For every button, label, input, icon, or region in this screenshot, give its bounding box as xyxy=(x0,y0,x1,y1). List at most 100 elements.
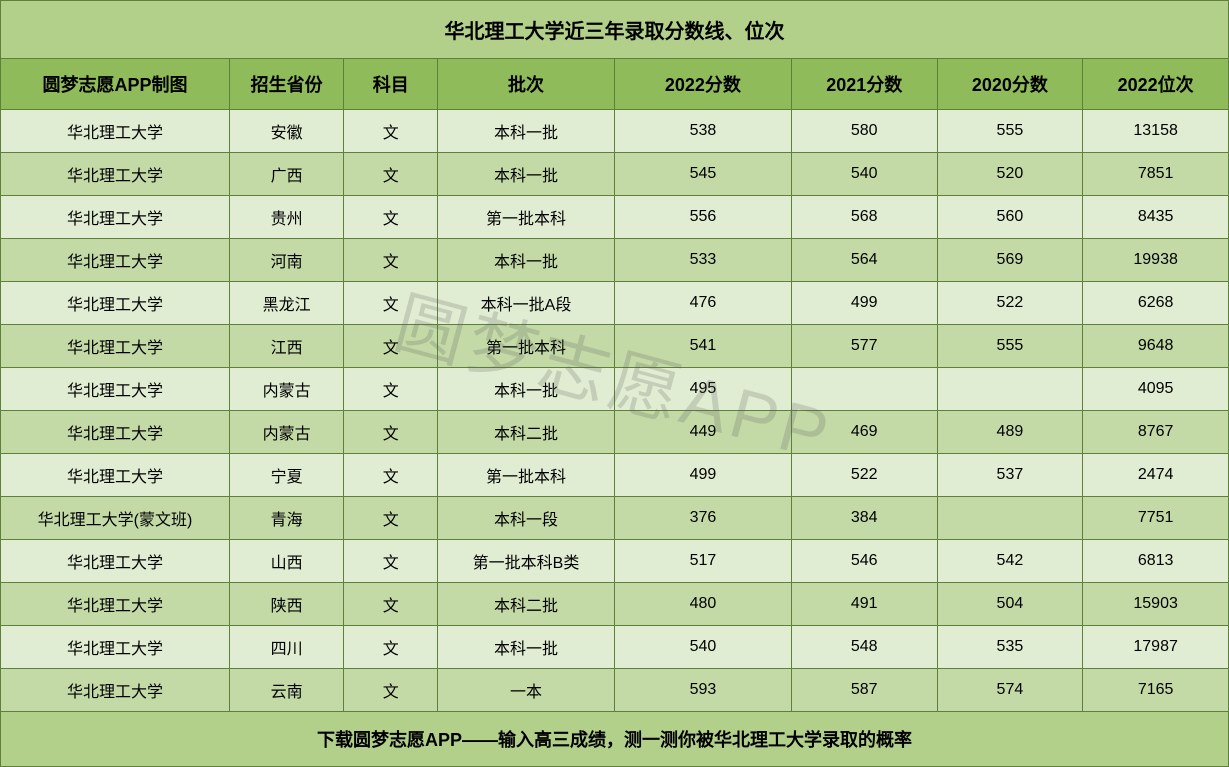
table-cell: 第一批本科 xyxy=(438,196,615,239)
table-cell: 华北理工大学(蒙文班) xyxy=(1,497,230,540)
table-cell: 476 xyxy=(614,282,791,325)
table-cell: 第一批本科B类 xyxy=(438,540,615,583)
table-cell: 文 xyxy=(344,540,438,583)
table-cell: 555 xyxy=(937,110,1083,153)
table-cell: 安徽 xyxy=(229,110,343,153)
table-cell: 青海 xyxy=(229,497,343,540)
table-row: 华北理工大学四川文本科一批54054853517987 xyxy=(1,626,1229,669)
table-cell: 江西 xyxy=(229,325,343,368)
table-cell: 9648 xyxy=(1083,325,1229,368)
table-cell: 文 xyxy=(344,282,438,325)
table-cell: 13158 xyxy=(1083,110,1229,153)
table-body: 华北理工大学安徽文本科一批53858055513158华北理工大学广西文本科一批… xyxy=(1,110,1229,712)
table-row: 华北理工大学云南文一本5935875747165 xyxy=(1,669,1229,712)
table-cell: 587 xyxy=(791,669,937,712)
table-cell: 491 xyxy=(791,583,937,626)
table-cell: 376 xyxy=(614,497,791,540)
table-cell: 本科一段 xyxy=(438,497,615,540)
table-row: 华北理工大学陕西文本科二批48049150415903 xyxy=(1,583,1229,626)
table-cell: 593 xyxy=(614,669,791,712)
table-cell: 华北理工大学 xyxy=(1,153,230,196)
table-cell: 华北理工大学 xyxy=(1,239,230,282)
column-header: 批次 xyxy=(438,59,615,110)
table-cell: 8767 xyxy=(1083,411,1229,454)
table-cell: 7751 xyxy=(1083,497,1229,540)
table-cell: 499 xyxy=(614,454,791,497)
table-cell: 山西 xyxy=(229,540,343,583)
table-cell: 540 xyxy=(614,626,791,669)
table-cell: 黑龙江 xyxy=(229,282,343,325)
table-cell: 19938 xyxy=(1083,239,1229,282)
table-cell: 华北理工大学 xyxy=(1,626,230,669)
column-header: 2021分数 xyxy=(791,59,937,110)
table-row: 华北理工大学贵州文第一批本科5565685608435 xyxy=(1,196,1229,239)
table-cell: 7851 xyxy=(1083,153,1229,196)
table-cell: 华北理工大学 xyxy=(1,196,230,239)
table-cell: 504 xyxy=(937,583,1083,626)
table-cell: 568 xyxy=(791,196,937,239)
table-cell: 522 xyxy=(791,454,937,497)
table-cell: 华北理工大学 xyxy=(1,282,230,325)
table-cell: 文 xyxy=(344,196,438,239)
table-cell: 580 xyxy=(791,110,937,153)
table-cell xyxy=(937,368,1083,411)
table-cell: 17987 xyxy=(1083,626,1229,669)
table-cell: 文 xyxy=(344,368,438,411)
table-cell: 内蒙古 xyxy=(229,411,343,454)
table-cell: 本科一批 xyxy=(438,239,615,282)
table-cell: 8435 xyxy=(1083,196,1229,239)
table-cell: 本科二批 xyxy=(438,583,615,626)
table-cell: 文 xyxy=(344,583,438,626)
table-cell: 495 xyxy=(614,368,791,411)
admission-table-container: 华北理工大学近三年录取分数线、位次 圆梦志愿APP制图招生省份科目批次2022分… xyxy=(0,0,1229,767)
table-cell: 6813 xyxy=(1083,540,1229,583)
table-cell: 560 xyxy=(937,196,1083,239)
table-cell: 本科一批 xyxy=(438,368,615,411)
table-cell: 内蒙古 xyxy=(229,368,343,411)
table-cell: 文 xyxy=(344,626,438,669)
table-row: 华北理工大学宁夏文第一批本科4995225372474 xyxy=(1,454,1229,497)
table-row: 华北理工大学内蒙古文本科一批4954095 xyxy=(1,368,1229,411)
table-row: 华北理工大学安徽文本科一批53858055513158 xyxy=(1,110,1229,153)
table-cell: 522 xyxy=(937,282,1083,325)
table-cell: 本科二批 xyxy=(438,411,615,454)
table-cell: 7165 xyxy=(1083,669,1229,712)
table-cell: 548 xyxy=(791,626,937,669)
table-row: 华北理工大学(蒙文班)青海文本科一段376384 7751 xyxy=(1,497,1229,540)
table-cell: 四川 xyxy=(229,626,343,669)
column-header: 招生省份 xyxy=(229,59,343,110)
table-cell: 384 xyxy=(791,497,937,540)
table-cell: 449 xyxy=(614,411,791,454)
table-row: 华北理工大学山西文第一批本科B类5175465426813 xyxy=(1,540,1229,583)
table-cell: 文 xyxy=(344,497,438,540)
table-cell: 文 xyxy=(344,153,438,196)
table-footer: 下载圆梦志愿APP——输入高三成绩，测一测你被华北理工大学录取的概率 xyxy=(1,712,1229,767)
table-cell: 华北理工大学 xyxy=(1,583,230,626)
table-cell: 华北理工大学 xyxy=(1,540,230,583)
table-cell: 河南 xyxy=(229,239,343,282)
table-cell: 533 xyxy=(614,239,791,282)
table-cell: 文 xyxy=(344,669,438,712)
title-row: 华北理工大学近三年录取分数线、位次 xyxy=(1,1,1229,59)
table-cell: 华北理工大学 xyxy=(1,325,230,368)
table-cell: 15903 xyxy=(1083,583,1229,626)
table-cell: 469 xyxy=(791,411,937,454)
table-cell: 本科一批A段 xyxy=(438,282,615,325)
table-cell: 宁夏 xyxy=(229,454,343,497)
table-cell: 华北理工大学 xyxy=(1,110,230,153)
table-cell: 文 xyxy=(344,325,438,368)
table-cell: 本科一批 xyxy=(438,110,615,153)
table-cell: 555 xyxy=(937,325,1083,368)
table-cell: 517 xyxy=(614,540,791,583)
table-cell: 贵州 xyxy=(229,196,343,239)
table-cell: 489 xyxy=(937,411,1083,454)
table-cell: 4095 xyxy=(1083,368,1229,411)
table-row: 华北理工大学江西文第一批本科5415775559648 xyxy=(1,325,1229,368)
table-cell: 华北理工大学 xyxy=(1,411,230,454)
table-cell: 第一批本科 xyxy=(438,454,615,497)
table-cell: 546 xyxy=(791,540,937,583)
table-cell: 480 xyxy=(614,583,791,626)
table-row: 华北理工大学河南文本科一批53356456919938 xyxy=(1,239,1229,282)
table-cell: 本科一批 xyxy=(438,626,615,669)
footer-row: 下载圆梦志愿APP——输入高三成绩，测一测你被华北理工大学录取的概率 xyxy=(1,712,1229,767)
